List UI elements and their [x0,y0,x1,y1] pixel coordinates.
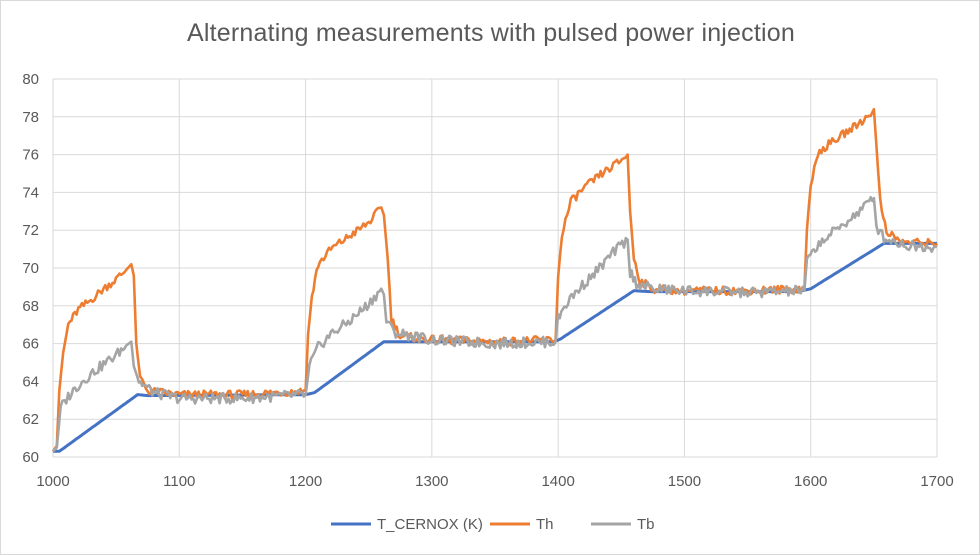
x-tick-label: 1200 [289,473,322,490]
series-lines [51,107,939,453]
x-tick-label: 1300 [415,473,448,490]
x-tick-label: 1700 [920,473,953,490]
x-tick-label: 1400 [541,473,574,490]
y-tick-label: 72 [22,222,39,239]
chart-title: Alternating measurements with pulsed pow… [187,19,795,47]
series-line-tb [52,195,938,453]
y-tick-label: 74 [22,184,39,201]
x-tick-label: 1500 [668,473,701,490]
y-tick-label: 76 [22,147,39,164]
legend-label: Th [536,516,554,533]
y-tick-label: 70 [22,260,39,277]
y-tick-label: 66 [22,336,39,353]
y-tick-label: 78 [22,109,39,126]
x-tick-label: 1000 [36,473,69,490]
y-tick-label: 60 [22,449,39,466]
legend-label: T_CERNOX (K) [377,516,483,533]
legend: T_CERNOX (K) Th Tb [331,516,655,533]
y-tick-label: 68 [22,298,39,315]
y-tick-label: 64 [22,373,39,390]
x-tick-label: 1600 [794,473,827,490]
x-tick-label: 1100 [163,473,195,490]
legend-label: Tb [637,516,655,533]
y-tick-label: 80 [22,71,39,88]
gridlines [52,78,938,458]
y-tick-label: 62 [22,411,39,428]
axes: 60 62 64 66 68 70 72 74 76 78 80 1000 1100 1200 1300 14… [22,71,953,490]
